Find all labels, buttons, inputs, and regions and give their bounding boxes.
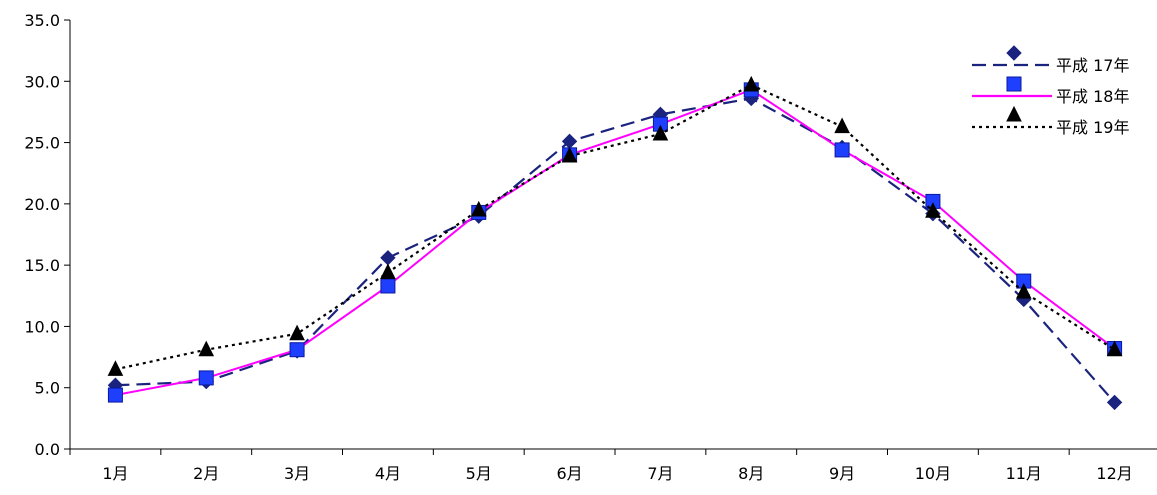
x-tick-label: 7月 [647, 464, 673, 483]
x-tick-label: 8月 [738, 464, 764, 483]
data-point [198, 370, 214, 386]
series-line [115, 83, 1116, 371]
data-point [1106, 394, 1123, 411]
data-point [1106, 340, 1123, 357]
data-point [380, 263, 396, 279]
data-point [470, 200, 487, 217]
x-tick-label: 6月 [556, 464, 582, 483]
y-tick-label: 35.0 [24, 11, 60, 30]
series-line [115, 88, 1116, 397]
data-point [198, 340, 215, 357]
x-tick-label: 1月 [102, 464, 128, 483]
axes: 0.0 5.0 10.0 15.0 20.0 25.0 30.0 35.0 1月 2月 3月 4月 5月… [24, 11, 1157, 483]
x-tick-label: 10月 [915, 464, 951, 483]
legend-marker [1006, 76, 1022, 92]
series-3 [107, 75, 1123, 376]
data-point [925, 202, 941, 218]
x-tick-label: 9月 [829, 464, 855, 483]
x-tick-label: 11月 [1006, 464, 1042, 483]
legend-entry-1: 平成 17年 [972, 45, 1129, 75]
data-point [834, 142, 850, 158]
data-point [289, 342, 305, 358]
data-point [652, 124, 669, 141]
data-point [107, 387, 123, 403]
x-tick-label: 3月 [284, 464, 310, 483]
legend-label: 平成 17年 [1056, 56, 1129, 75]
data-point [561, 146, 578, 163]
x-tick-label: 4月 [375, 464, 401, 483]
data-point [107, 360, 124, 376]
y-tick-label: 20.0 [24, 195, 60, 214]
legend-marker [1006, 45, 1022, 61]
data-point [289, 324, 305, 341]
x-tick-label: 12月 [1096, 464, 1132, 483]
legend-marker [1006, 105, 1022, 122]
series-line [115, 97, 1116, 404]
y-tick-label: 15.0 [24, 256, 60, 275]
y-tick-label: 0.0 [35, 440, 60, 459]
legend-label: 平成 18年 [1056, 87, 1129, 106]
x-tick-label: 5月 [466, 464, 492, 483]
legend-label: 平成 19年 [1056, 118, 1129, 137]
data-point [1015, 282, 1032, 299]
data-point [380, 278, 396, 294]
y-tick-label: 25.0 [24, 134, 60, 153]
legend-entry-3: 平成 19年 [972, 105, 1129, 137]
series-layer [107, 75, 1123, 411]
y-tick-label: 30.0 [24, 72, 60, 91]
data-point [834, 117, 850, 134]
x-tick-label: 2月 [193, 464, 219, 483]
legend-entry-2: 平成 18年 [972, 76, 1129, 106]
y-tick-label: 5.0 [35, 379, 60, 398]
y-tick-label: 10.0 [24, 317, 60, 336]
data-point [743, 75, 760, 92]
data-point [380, 250, 396, 266]
series-2 [107, 82, 1123, 403]
